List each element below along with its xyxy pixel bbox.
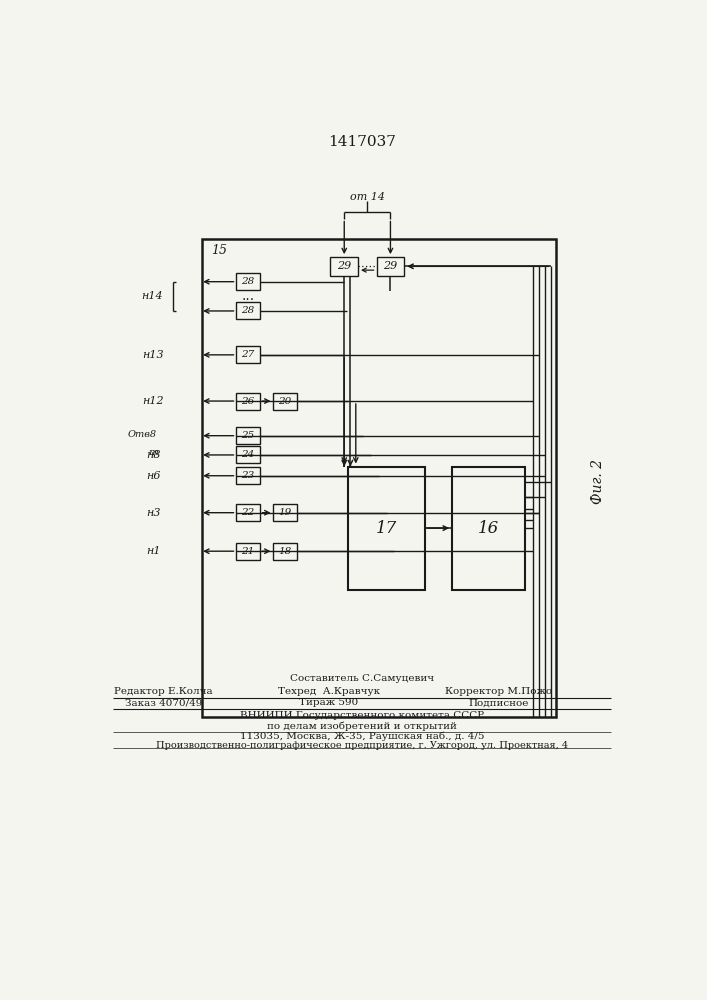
- Text: 20: 20: [279, 397, 291, 406]
- Text: н6: н6: [146, 471, 160, 481]
- Text: н8: н8: [146, 450, 160, 460]
- Text: ВНИИПИ Государственного комитета СССР: ВНИИПИ Государственного комитета СССР: [240, 711, 484, 720]
- Text: Техред  А.Кравчук: Техред А.Кравчук: [278, 687, 380, 696]
- Text: 16: 16: [478, 520, 499, 537]
- Text: н1: н1: [146, 546, 160, 556]
- Bar: [236, 302, 259, 319]
- Text: н14: н14: [141, 291, 163, 301]
- Text: по делам изобретений и открытий: по делам изобретений и открытий: [267, 721, 457, 731]
- Text: 19: 19: [279, 508, 291, 517]
- Bar: [236, 446, 259, 463]
- Text: от 14: от 14: [350, 192, 385, 202]
- Bar: [236, 504, 259, 521]
- Bar: [236, 427, 259, 444]
- Text: 28: 28: [241, 306, 255, 315]
- Text: 15: 15: [211, 244, 227, 257]
- Text: Производственно-полиграфическое предприятие, г. Ужгород, ул. Проектная, 4: Производственно-полиграфическое предприя…: [156, 741, 568, 750]
- Bar: [452, 466, 525, 590]
- Text: н13: н13: [143, 350, 164, 360]
- Text: 28: 28: [241, 277, 255, 286]
- Bar: [236, 393, 259, 410]
- Text: Составитель С.Самуцевич: Составитель С.Самуцевич: [290, 674, 434, 683]
- Text: 29: 29: [337, 261, 351, 271]
- Text: н12: н12: [143, 396, 164, 406]
- Text: Фиг. 2: Фиг. 2: [591, 459, 605, 504]
- Bar: [330, 257, 358, 276]
- Text: 113035, Москва, Ж-35, Раушская наб., д. 4/5: 113035, Москва, Ж-35, Раушская наб., д. …: [240, 731, 484, 741]
- Bar: [377, 257, 404, 276]
- Text: Тираж 590: Тираж 590: [299, 698, 358, 707]
- Bar: [274, 543, 296, 560]
- Bar: [236, 273, 259, 290]
- Text: Подписное: Подписное: [468, 698, 528, 707]
- Text: 1417037: 1417037: [328, 135, 396, 149]
- Text: Корректор М.Пожо: Корректор М.Пожо: [445, 687, 551, 696]
- Text: Заказ 4070/49: Заказ 4070/49: [124, 698, 202, 707]
- Text: 23: 23: [241, 471, 255, 480]
- Bar: [236, 346, 259, 363]
- Text: Редактор Е.Колча: Редактор Е.Колча: [114, 687, 213, 696]
- Bar: [348, 466, 425, 590]
- Text: 18: 18: [279, 547, 291, 556]
- Bar: [274, 393, 296, 410]
- Text: т: т: [148, 448, 158, 457]
- Text: н3: н3: [146, 508, 160, 518]
- Text: 25: 25: [241, 431, 255, 440]
- Bar: [274, 504, 296, 521]
- Bar: [201, 239, 556, 717]
- Text: 24: 24: [241, 450, 255, 459]
- Text: 27: 27: [241, 350, 255, 359]
- Text: ...: ...: [241, 289, 255, 303]
- Bar: [236, 543, 259, 560]
- Text: 22: 22: [241, 508, 255, 517]
- Text: 29: 29: [383, 261, 397, 271]
- Text: Отв8: Отв8: [128, 430, 157, 439]
- Text: 26: 26: [241, 397, 255, 406]
- Text: 21: 21: [241, 547, 255, 556]
- Bar: [236, 467, 259, 484]
- Text: 17: 17: [376, 520, 397, 537]
